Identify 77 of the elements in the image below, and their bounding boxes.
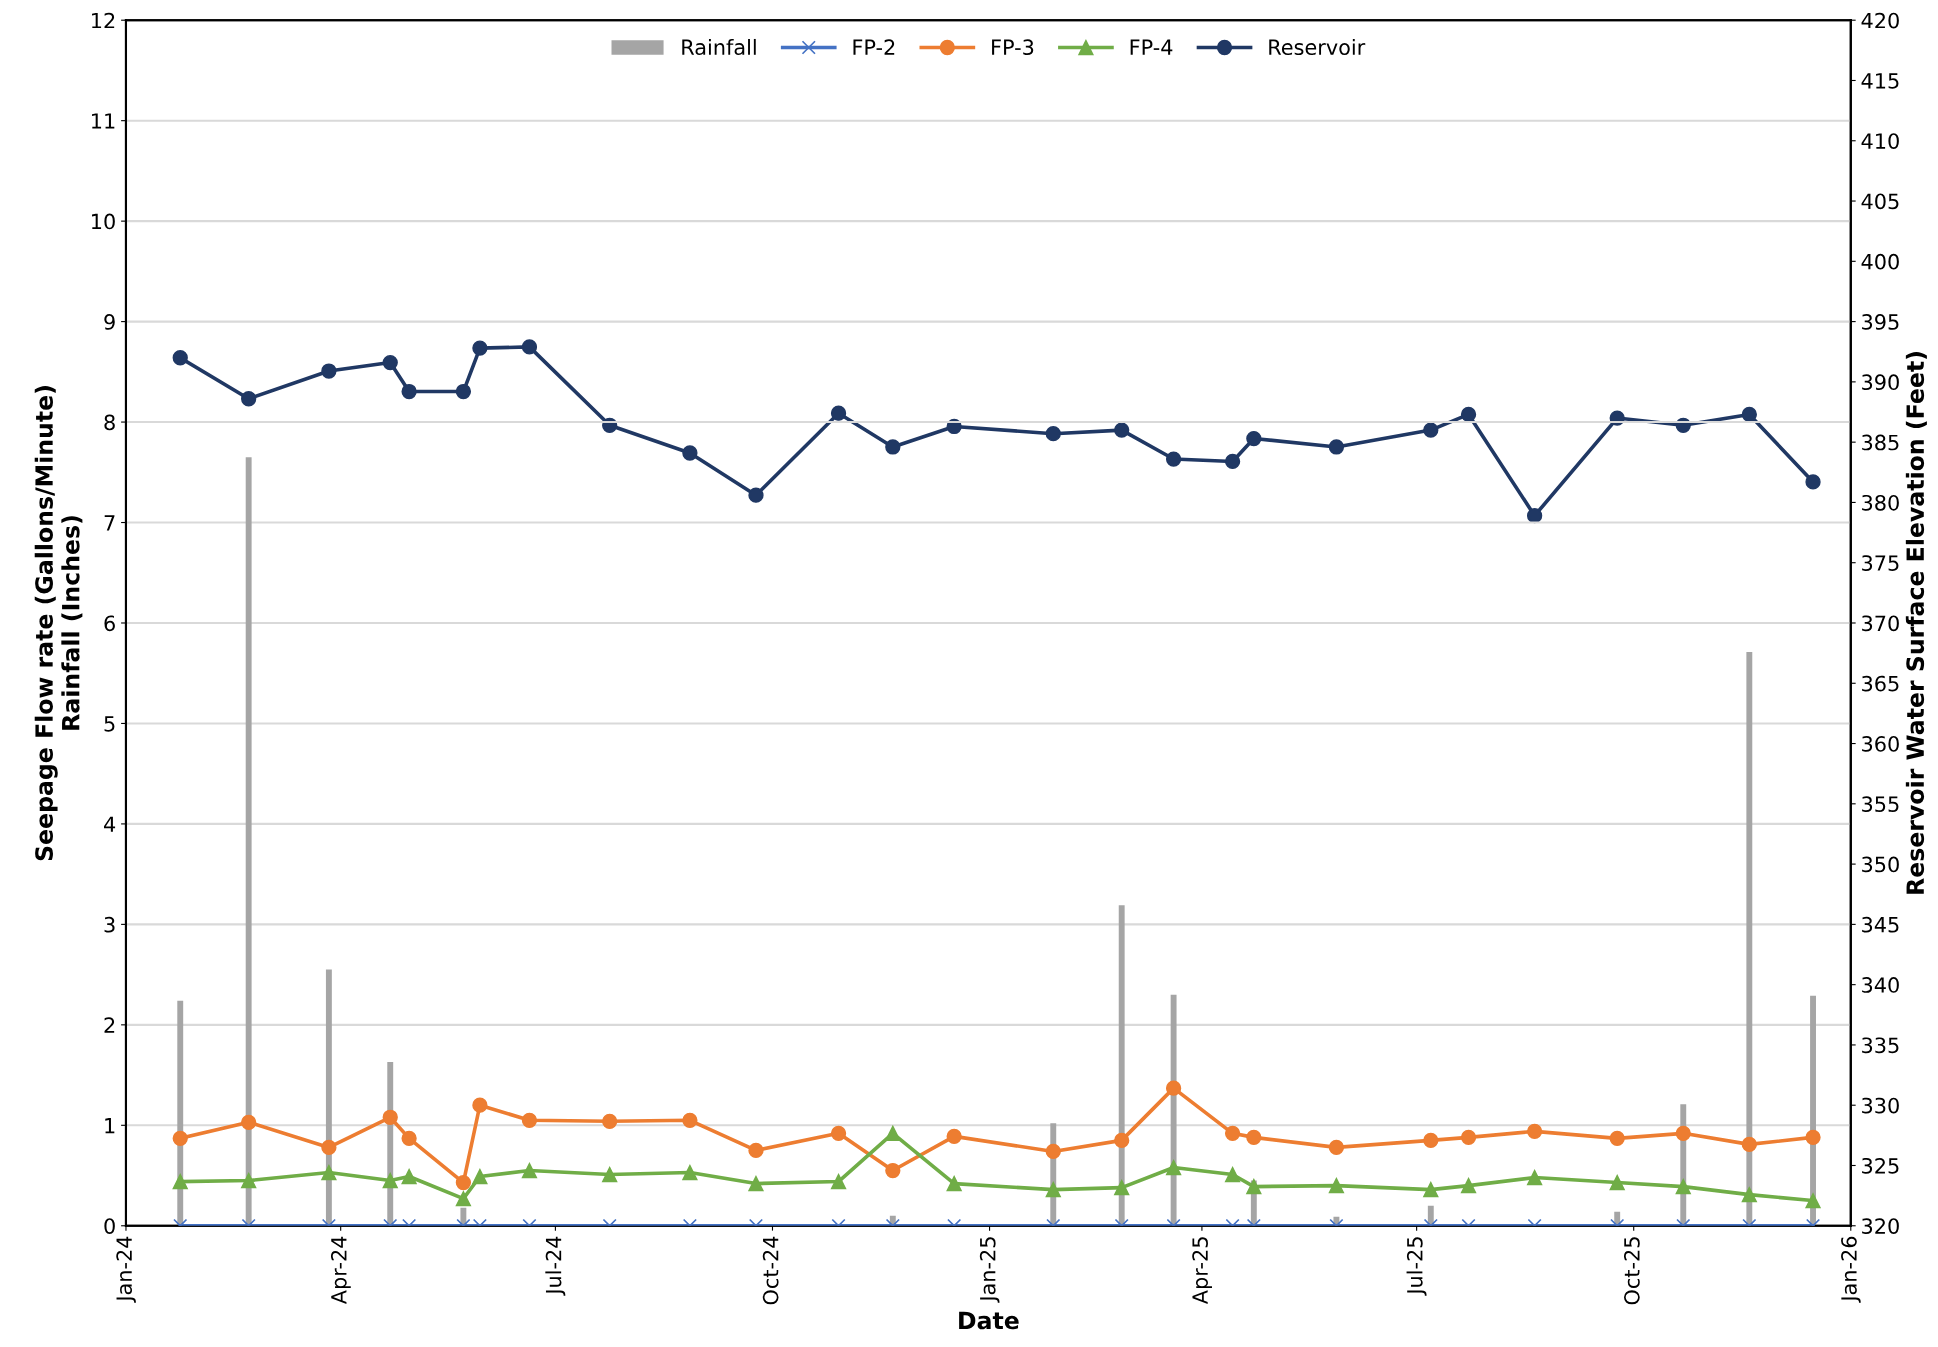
y2-tick-label: 330 [1862,1097,1899,1114]
y-tick-label: 8 [104,414,115,431]
y2-tick-label: 405 [1861,193,1899,210]
y-tick-label: 12 [92,12,115,29]
x-tick-label: Jan-25 [979,1237,1000,1303]
point [455,383,472,400]
y-tick-label: 9 [104,314,115,330]
y-axis-title: Seepage Flow rate (Gallons/Minute) Rainfall (Inches) [34,386,83,861]
y2-tick-label: 345 [1862,916,1899,933]
legend-label: Reservoir [1269,38,1366,56]
y-tick-label: 7 [104,515,115,531]
point [382,354,398,371]
point [1246,430,1262,447]
y2-tick-label: 320 [1862,1218,1899,1234]
y-tick-label: 10 [92,213,115,230]
y-tick-label: 0 [104,1218,115,1234]
point [682,445,698,461]
x-tick-label: Oct-24 [762,1236,779,1305]
y2-tick-label: 325 [1862,1157,1899,1174]
y-tick-label: 4 [104,816,116,832]
bar [1746,652,1753,1226]
legend-label: FP-4 [1130,39,1173,55]
point [748,487,764,503]
y2-tick-label: 350 [1862,856,1899,873]
y-tick-label: 1 [105,1118,115,1134]
y2-tick-label: 420 [1861,12,1899,29]
y-tick-label: 11 [92,113,115,129]
y-tick-label: 5 [104,716,115,732]
point [1114,422,1130,438]
y-tick-label: 2 [104,1017,115,1033]
point [321,363,337,379]
y2-tick-label: 400 [1861,253,1899,270]
y2-tick-label: 415 [1861,73,1899,89]
point [241,391,257,407]
point [1741,406,1757,423]
legend-label: FP-2 [853,39,895,55]
y2-tick-label: 380 [1862,494,1899,511]
y2-tick-label: 340 [1862,977,1899,993]
legend-label: FP-3 [992,39,1034,56]
x-tick-label: Apr-24 [330,1236,351,1305]
y2-tick-label: 370 [1862,615,1899,632]
point [830,405,847,421]
x-tick-label: Jul-25 [1406,1237,1427,1296]
x-tick-label: Jul-24 [545,1236,566,1296]
point [401,383,417,400]
point [1805,474,1821,490]
bar [245,457,252,1226]
y2-tick-label: 365 [1862,675,1899,692]
y2-tick-label: 395 [1862,314,1899,330]
y2-tick-label: 390 [1862,374,1899,391]
point [521,339,538,355]
point [172,350,188,366]
point [1045,426,1061,442]
y-tick-label: 3 [104,916,115,933]
y2-tick-label: 375 [1862,555,1899,571]
bar [1118,905,1125,1226]
x-axis-title: Date [959,1311,1019,1330]
y2-tick-label: 355 [1862,796,1899,813]
x-tick-label: Oct-25 [1624,1237,1640,1305]
x-tick-label: Jan-24 [116,1236,136,1303]
x-tick-label: Apr-25 [1192,1237,1212,1305]
y2-tick-label: 360 [1862,736,1899,752]
legend-label: Rainfall [682,38,756,56]
point [1423,422,1439,438]
y-tick-label: 6 [104,615,115,632]
point [1165,451,1182,467]
point [885,439,901,455]
y2-axis-title: Reservoir Water Surface Elevation (Feet) [1905,352,1927,894]
point [472,340,488,356]
y2-tick-label: 410 [1861,133,1899,149]
y2-tick-label: 335 [1862,1037,1899,1054]
point [1224,453,1241,470]
point [1526,508,1543,524]
y2-tick-label: 385 [1862,434,1899,451]
point [1328,439,1345,455]
point [1460,406,1477,423]
x-tick-label: Jan-26 [1841,1236,1861,1303]
